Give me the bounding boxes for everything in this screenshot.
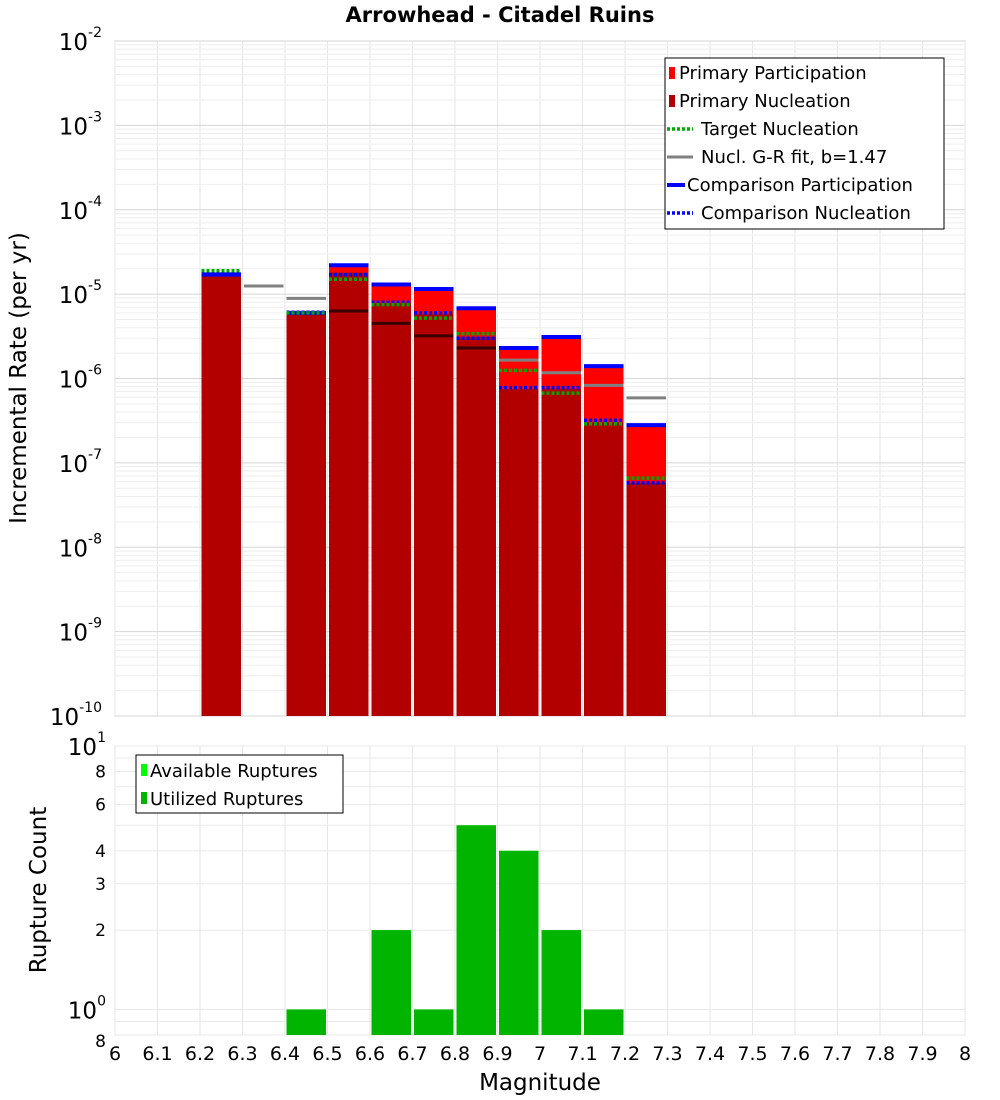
x-tick-label: 6.5 xyxy=(312,1043,342,1065)
nucleation-bar xyxy=(371,303,411,716)
nucleation-bar xyxy=(499,389,539,716)
nucleation-bar xyxy=(414,314,454,716)
legend-label: Comparison Nucleation xyxy=(701,203,911,224)
utilized-ruptures-bar xyxy=(286,1009,326,1035)
legend-swatch xyxy=(669,95,675,107)
top-y-tick-label: 10-4 xyxy=(59,194,102,225)
bottom-y-tick-label: 101 xyxy=(68,730,106,761)
bottom-y-tick-label: 6 xyxy=(95,795,106,815)
x-tick-label: 6.8 xyxy=(440,1043,470,1065)
bottom-legend: Available Ruptures Utilized Ruptures xyxy=(135,754,344,814)
utilized-ruptures-bar xyxy=(456,825,496,1035)
x-tick-label: 7.1 xyxy=(567,1043,597,1065)
top-y-tick-label: 10-10 xyxy=(50,700,102,731)
top-y-axis-label: Incremental Rate (per yr) xyxy=(6,232,32,524)
utilized-ruptures-bar xyxy=(414,1009,454,1035)
top-y-tick-label: 10-3 xyxy=(59,109,102,140)
x-tick-label: 6.6 xyxy=(355,1043,385,1065)
x-tick-label: 7.7 xyxy=(822,1043,852,1065)
x-tick-label: 6.1 xyxy=(142,1043,172,1065)
x-tick-label: 7.8 xyxy=(865,1043,895,1065)
nucleation-bar xyxy=(329,272,369,716)
x-tick-label: 8 xyxy=(959,1043,971,1065)
legend-label: Comparison Participation xyxy=(687,175,913,196)
legend-label: Primary Participation xyxy=(679,63,867,84)
bottom-y-tick-label: 8 xyxy=(95,1032,106,1052)
top-grid xyxy=(114,40,966,717)
legend-swatch xyxy=(141,764,147,776)
x-tick-label: 6.3 xyxy=(227,1043,257,1065)
x-tick-label: 6.2 xyxy=(185,1043,215,1065)
utilized-ruptures-bar xyxy=(541,930,581,1035)
x-tick-label: 7.4 xyxy=(695,1043,725,1065)
utilized-ruptures-bar xyxy=(584,1009,624,1035)
x-axis-label: Magnitude xyxy=(479,1070,601,1096)
x-tick-label: 6.9 xyxy=(482,1043,512,1065)
x-ticks: 6 6.1 6.2 6.3 6.4 6.5 6.6 6.7 6.8 6.9 7 7.1 7.2 7.3 7.… xyxy=(109,1043,971,1065)
nucleation-bar xyxy=(286,314,326,716)
bottom-y-tick-label: 100 xyxy=(68,993,106,1024)
x-tick-label: 6.4 xyxy=(270,1043,300,1065)
top-y-tick-label: 10-2 xyxy=(59,25,102,56)
nucleation-bar xyxy=(541,389,581,716)
x-tick-label: 7.5 xyxy=(737,1043,767,1065)
x-tick-label: 6 xyxy=(109,1043,121,1065)
x-tick-label: 7 xyxy=(534,1043,546,1065)
legend-label: Nucl. G-R fit, b=1.47 xyxy=(701,147,887,168)
bottom-y-tick-label: 3 xyxy=(95,875,106,895)
utilized-ruptures-bar xyxy=(371,930,411,1035)
top-legend: Primary Participation Primary Nucleation T… xyxy=(664,57,945,230)
legend-swatch xyxy=(141,792,147,804)
x-tick-label: 7.9 xyxy=(907,1043,937,1065)
top-y-tick-label: 10-5 xyxy=(59,278,102,309)
bottom-y-axis-label: Rupture Count xyxy=(26,807,52,973)
x-tick-label: 7.2 xyxy=(610,1043,640,1065)
bottom-grid xyxy=(114,745,966,1036)
bottom-y-tick-label: 2 xyxy=(95,921,106,941)
top-y-tick-label: 10-8 xyxy=(59,531,102,562)
nucleation-bar xyxy=(584,422,624,716)
legend-box xyxy=(664,57,945,230)
top-y-tick-label: 10-7 xyxy=(59,447,102,478)
chart-title: Arrowhead - Citadel Ruins xyxy=(346,3,655,27)
legend-label: Utilized Ruptures xyxy=(150,789,303,810)
bottom-y-tick-label: 8 xyxy=(95,763,106,783)
x-tick-label: 7.6 xyxy=(780,1043,810,1065)
legend-swatch xyxy=(669,67,675,79)
x-tick-label: 6.7 xyxy=(397,1043,427,1065)
bottom-y-tick-label: 4 xyxy=(95,842,106,862)
top-plot: 10-2 10-3 10-4 10-5 10-6 10-7 10-8 10-9 10-10 In… xyxy=(6,25,966,731)
nucleation-bar xyxy=(456,337,496,716)
top-y-tick-label: 10-9 xyxy=(59,616,102,647)
legend-label: Target Nucleation xyxy=(700,119,859,140)
top-y-tick-label: 10-6 xyxy=(59,363,102,394)
legend-label: Primary Nucleation xyxy=(679,91,851,112)
top-lines xyxy=(201,263,666,485)
nucleation-bar xyxy=(201,274,241,716)
legend-box xyxy=(135,754,344,814)
utilized-ruptures-bar xyxy=(499,850,539,1035)
bottom-bars xyxy=(286,825,624,1035)
legend-label: Available Ruptures xyxy=(150,761,318,782)
x-tick-label: 7.3 xyxy=(652,1043,682,1065)
top-y-ticks: 10-2 10-3 10-4 10-5 10-6 10-7 10-8 10-9 10-10 xyxy=(50,25,102,731)
nucleation-bar xyxy=(626,482,666,716)
